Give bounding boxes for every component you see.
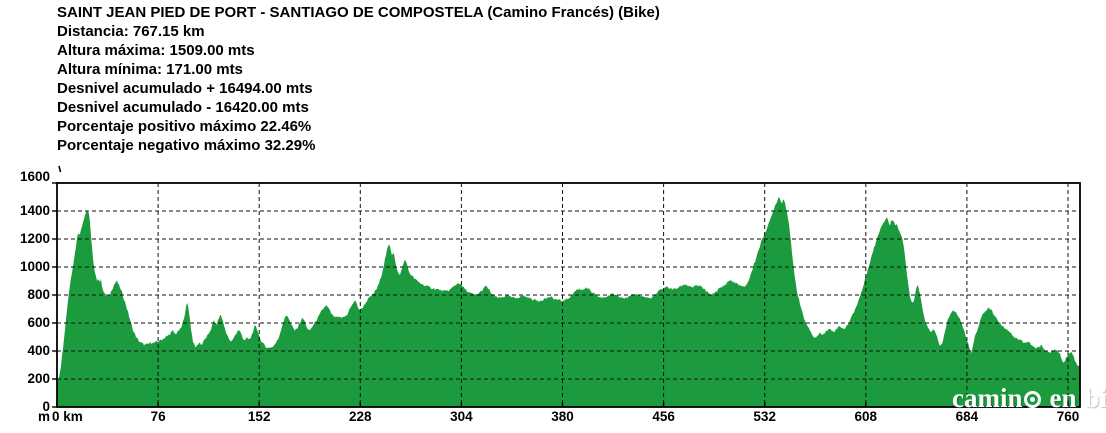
x-label-152: 152 xyxy=(248,409,271,424)
route-header: SAINT JEAN PIED DE PORT - SANTIAGO DE CO… xyxy=(57,3,660,155)
y-label-400: 400 xyxy=(27,343,50,358)
y-label-1200: 1200 xyxy=(20,231,50,246)
x-label-684: 684 xyxy=(956,409,979,424)
watermark-caminoenbici: camin en bi xyxy=(952,383,1106,414)
route-title: SAINT JEAN PIED DE PORT - SANTIAGO DE CO… xyxy=(57,4,660,21)
watermark-text-bi: bi xyxy=(1084,383,1106,413)
y-label-200: 200 xyxy=(27,371,50,386)
stat-porcentaje-positivo: Porcentaje positivo máximo 22.46% xyxy=(57,118,312,135)
x-label-76: 76 xyxy=(151,409,167,424)
x-label-608: 608 xyxy=(855,409,878,424)
bike-wheel-icon xyxy=(1023,391,1041,408)
x-label-532: 532 xyxy=(753,409,776,424)
x-label-380: 380 xyxy=(551,409,574,424)
x-label-304: 304 xyxy=(450,409,473,424)
y-axis-unit-label: m xyxy=(38,409,50,424)
y-label-1400: 1400 xyxy=(20,203,50,218)
stat-desnivel-positivo: Desnivel acumulado + 16494.00 mts xyxy=(57,80,313,97)
y-label-1000: 1000 xyxy=(20,259,50,274)
stat-altura-minima: Altura mínima: 171.00 mts xyxy=(57,61,243,78)
bike-wheel-hub-icon xyxy=(1029,397,1035,402)
y-label-1600: 1600 xyxy=(20,169,50,184)
x-label-228: 228 xyxy=(349,409,372,424)
y-label-800: 800 xyxy=(27,287,50,302)
elevation-area xyxy=(57,196,1080,407)
stat-altura-maxima: Altura máxima: 1509.00 mts xyxy=(57,42,255,59)
y-axis-corner-artifact-tick xyxy=(58,165,62,173)
y-label-0: 0 xyxy=(42,399,50,414)
x-label-760: 760 xyxy=(1057,409,1080,424)
x-label-456: 456 xyxy=(652,409,675,424)
x-label-0: 0 km xyxy=(52,409,83,424)
stat-porcentaje-negativo: Porcentaje negativo máximo 32.29% xyxy=(57,137,316,154)
stat-distancia: Distancia: 767.15 km xyxy=(57,23,205,40)
y-label-600: 600 xyxy=(27,315,50,330)
watermark-text-en: en xyxy=(1049,383,1077,413)
stat-desnivel-negativo: Desnivel acumulado - 16420.00 mts xyxy=(57,99,309,116)
watermark-text-camin: camin xyxy=(952,383,1023,413)
